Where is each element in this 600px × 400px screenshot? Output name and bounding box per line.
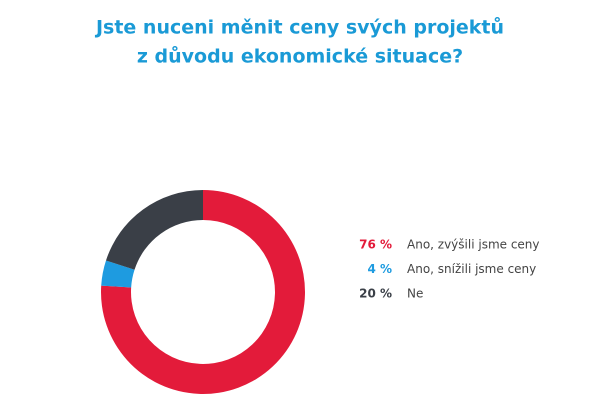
legend-label: Ne — [407, 287, 423, 301]
donut-segment — [100, 190, 306, 394]
legend-value: 4 % — [367, 262, 392, 276]
chart-title: Jste nuceni měnit ceny svých projektů — [94, 16, 504, 39]
legend-label: Ano, zvýšili jsme ceny — [407, 238, 540, 252]
legend-value: 20 % — [359, 287, 392, 301]
legend-label: Ano, snížili jsme ceny — [407, 262, 536, 276]
legend-value: 76 % — [359, 238, 392, 252]
chart-title: z důvodu ekonomické situace? — [137, 45, 463, 68]
donut-segment — [105, 190, 203, 270]
donut-segment — [101, 260, 135, 288]
